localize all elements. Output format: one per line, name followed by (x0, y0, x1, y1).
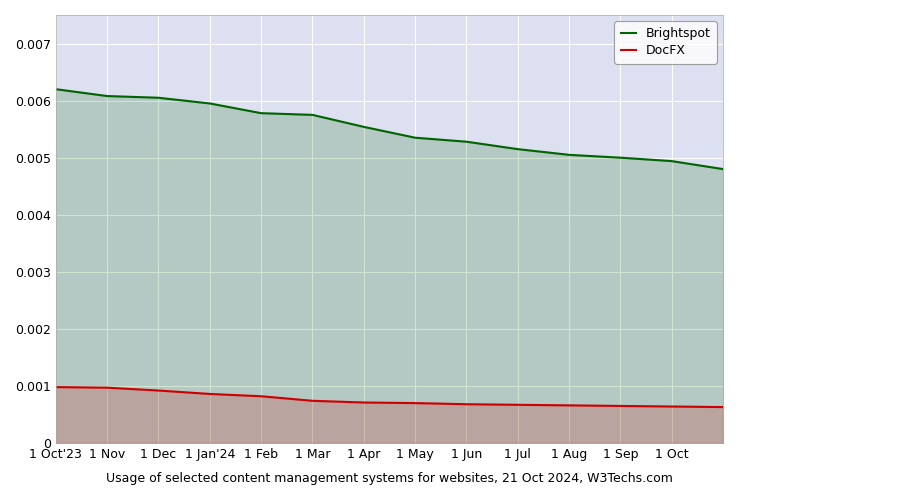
Brightspot (358, 124, 369, 130)
DocFX (512, 402, 523, 408)
DocFX (615, 403, 626, 409)
Brightspot (666, 158, 677, 164)
Brightspot (153, 95, 164, 101)
Brightspot (102, 93, 112, 99)
X-axis label: Usage of selected content management systems for websites, 21 Oct 2024, W3Techs.: Usage of selected content management sys… (106, 472, 673, 485)
DocFX (461, 401, 472, 407)
DocFX (153, 388, 164, 394)
DocFX (307, 398, 318, 404)
DocFX (717, 404, 728, 410)
Line: DocFX: DocFX (56, 387, 723, 407)
Line: Brightspot: Brightspot (56, 89, 723, 169)
Brightspot (512, 146, 523, 152)
Brightspot (461, 138, 472, 144)
DocFX (102, 384, 112, 390)
Brightspot (615, 154, 626, 160)
DocFX (204, 391, 215, 397)
DocFX (666, 404, 677, 409)
DocFX (358, 400, 369, 406)
DocFX (410, 400, 420, 406)
DocFX (563, 402, 574, 408)
DocFX (256, 393, 266, 399)
Legend: Brightspot, DocFX: Brightspot, DocFX (615, 21, 716, 63)
Brightspot (717, 166, 728, 172)
Brightspot (256, 110, 266, 116)
Brightspot (307, 112, 318, 118)
Brightspot (204, 100, 215, 106)
Brightspot (50, 86, 61, 92)
Brightspot (410, 134, 420, 140)
Brightspot (563, 152, 574, 158)
DocFX (50, 384, 61, 390)
